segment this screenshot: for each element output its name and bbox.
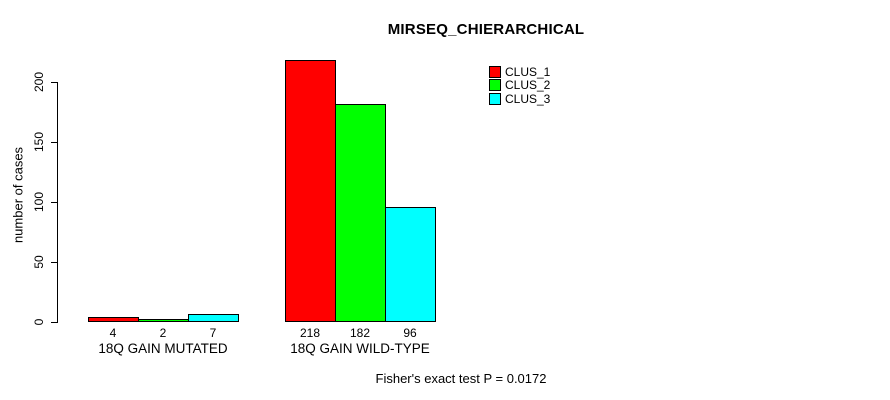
bar-clus_3 xyxy=(385,207,436,322)
bar-clus_2 xyxy=(335,104,386,322)
fisher-test-annotation: Fisher's exact test P = 0.0172 xyxy=(375,371,547,386)
bar-value-label: 96 xyxy=(403,326,417,340)
category-label: 18Q GAIN MUTATED xyxy=(98,341,228,356)
bar-value-label: 182 xyxy=(349,326,371,340)
legend-label: CLUS_2 xyxy=(505,78,551,93)
y-axis-tick xyxy=(51,142,58,143)
legend-swatch-clus_1 xyxy=(489,66,501,78)
legend-label: CLUS_1 xyxy=(505,65,551,79)
y-axis-tick-label: 0 xyxy=(32,318,46,326)
bar-value-label: 4 xyxy=(109,326,117,340)
y-axis-tick-label: 100 xyxy=(32,191,46,213)
bar-value-label: 218 xyxy=(299,326,321,340)
legend-swatch-clus_2 xyxy=(489,79,501,92)
bar-clus_3 xyxy=(188,314,239,322)
y-axis-tick xyxy=(51,202,58,203)
y-axis-tick xyxy=(51,322,58,323)
category-label: 18Q GAIN WILD-TYPE xyxy=(290,341,430,356)
bar-value-label: 7 xyxy=(209,326,217,340)
y-axis-tick-label: 150 xyxy=(32,131,46,153)
bar-clus_1 xyxy=(285,60,336,322)
y-axis-tick-label: 50 xyxy=(32,255,46,269)
chart-title: MIRSEQ_CHIERARCHICAL xyxy=(387,21,585,38)
bar-clus_2 xyxy=(138,319,189,322)
legend-label: CLUS_3 xyxy=(505,91,551,106)
bar-value-label: 2 xyxy=(159,326,167,340)
y-axis-tick-label: 200 xyxy=(32,71,46,93)
legend-swatch-clus_3 xyxy=(489,92,501,105)
bar-clus_1 xyxy=(88,317,139,322)
y-axis-tick xyxy=(51,262,58,263)
y-axis-tick xyxy=(51,82,58,83)
